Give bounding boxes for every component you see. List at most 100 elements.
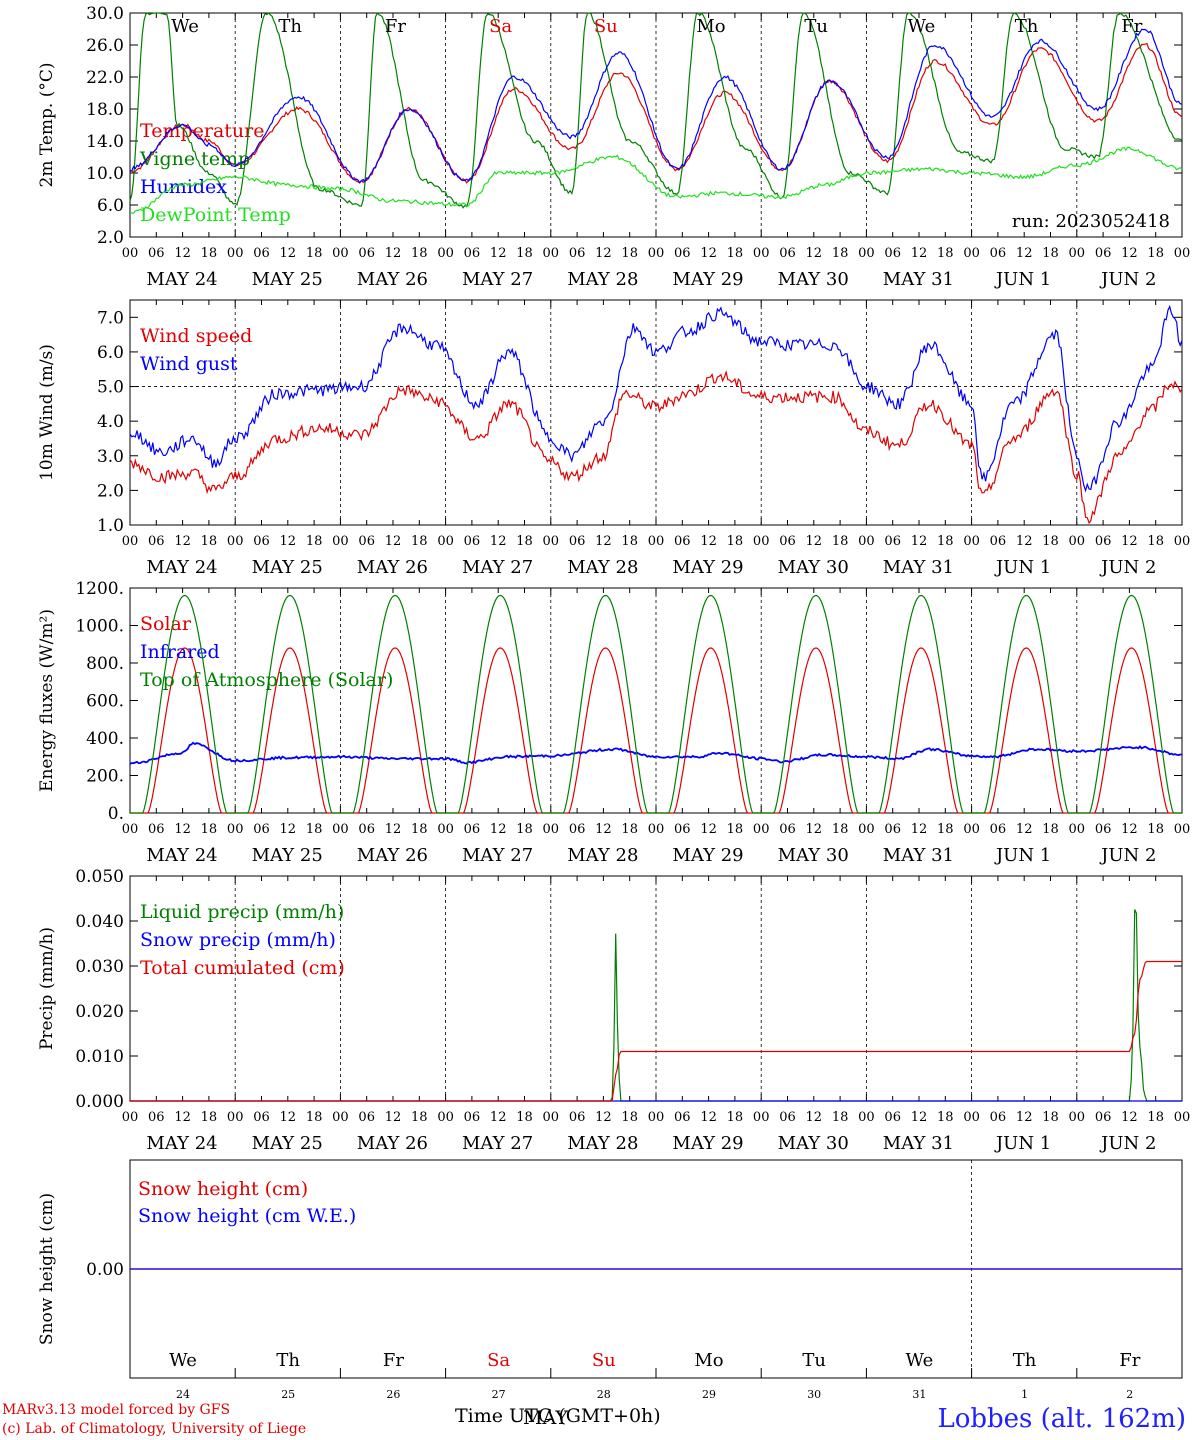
credit-model: MARv3.13 model forced by GFS [2, 1402, 231, 1418]
y-tick-label: 30.0 [86, 4, 124, 24]
date-label: MAY 31 [883, 557, 954, 578]
hour-tick-label: 00 [122, 534, 139, 549]
date-label: MAY 27 [462, 269, 533, 290]
hour-tick-label: 12 [280, 246, 297, 261]
hour-tick-label: 06 [779, 1110, 796, 1125]
hour-tick-label: 00 [543, 246, 560, 261]
hour-tick-label: 18 [1147, 822, 1164, 837]
hour-tick-label: 12 [490, 246, 507, 261]
hour-tick-label: 00 [648, 246, 665, 261]
hour-tick-label: 06 [148, 246, 165, 261]
hour-tick-label: 00 [753, 246, 770, 261]
hour-tick-label: 18 [411, 1110, 428, 1125]
day-number-label: 2 [1126, 1388, 1133, 1401]
y-tick-label: 600. [86, 692, 124, 712]
hour-tick-label: 18 [411, 534, 428, 549]
hour-tick-label: 18 [306, 1110, 323, 1125]
date-label: JUN 1 [994, 557, 1051, 578]
series-line-infrared [129, 741, 1182, 765]
date-label: MAY 30 [778, 269, 849, 290]
hour-tick-label: 18 [516, 246, 533, 261]
y-tick-label: 0.010 [75, 1047, 124, 1067]
y-tick-label: 14.0 [86, 132, 124, 152]
hour-tick-label: 00 [437, 246, 454, 261]
y-tick-label: 0. [108, 804, 124, 824]
y-tick-label: 6.0 [97, 343, 124, 363]
hour-tick-label: 06 [464, 246, 481, 261]
date-label: MAY 31 [883, 269, 954, 290]
hour-tick-label: 00 [122, 822, 139, 837]
series-line-wind-gust [129, 304, 1183, 493]
panel-frame-2 [129, 587, 1183, 814]
y-tick-label: 800. [86, 654, 124, 674]
hour-tick-label: 12 [911, 822, 928, 837]
hour-tick-label: 18 [832, 822, 849, 837]
hour-tick-label: 18 [937, 1110, 954, 1125]
hour-tick-label: 18 [937, 246, 954, 261]
month-overlay: MAY [523, 1407, 568, 1429]
hour-tick-label: 00 [963, 534, 980, 549]
series-line-top-of-atmosphere-solar- [130, 594, 1182, 814]
hour-tick-label: 00 [1174, 246, 1191, 261]
weekday-label: Th [1015, 16, 1039, 37]
series-line-total-cumulated-cm- [130, 960, 1182, 1102]
weekday-label: Su [592, 1350, 616, 1371]
hour-tick-label: 00 [543, 1110, 560, 1125]
weekday-label: Tu [804, 16, 828, 37]
credit-lab: (c) Lab. of Climatology, University of L… [2, 1421, 307, 1437]
legend-entry: Vigne temp [139, 148, 250, 170]
y-tick-label: 0.000 [75, 1092, 124, 1112]
hour-tick-label: 12 [490, 1110, 507, 1125]
y-tick-label: 2.0 [97, 481, 124, 501]
hour-tick-label: 00 [332, 1110, 349, 1125]
hour-tick-label: 06 [464, 1110, 481, 1125]
hour-tick-label: 12 [385, 822, 402, 837]
hour-tick-label: 12 [1121, 534, 1138, 549]
hour-tick-label: 18 [727, 246, 744, 261]
y-tick-label: 18.0 [86, 100, 124, 120]
hour-tick-label: 12 [174, 1110, 191, 1125]
y-tick-label: 5.0 [97, 378, 124, 398]
hour-tick-label: 00 [1174, 822, 1191, 837]
hour-tick-label: 00 [1069, 822, 1086, 837]
hour-tick-label: 06 [990, 534, 1007, 549]
y-axis-label: Energy fluxes (W/m²) [37, 609, 57, 792]
y-tick-label: 200. [86, 767, 124, 787]
hour-tick-label: 00 [332, 246, 349, 261]
hour-tick-label: 06 [779, 534, 796, 549]
date-label: MAY 31 [883, 845, 954, 866]
hour-tick-label: 12 [911, 534, 928, 549]
legend-entry: Wind speed [140, 325, 252, 347]
hour-tick-label: 00 [227, 246, 244, 261]
hour-tick-label: 18 [621, 822, 638, 837]
day-number-label: 29 [702, 1388, 716, 1401]
date-label: JUN 2 [1099, 269, 1156, 290]
date-label: JUN 2 [1099, 845, 1156, 866]
hour-tick-label: 12 [595, 246, 612, 261]
hour-tick-label: 12 [911, 246, 928, 261]
date-label: MAY 27 [462, 557, 533, 578]
hour-tick-label: 12 [385, 534, 402, 549]
legend-entry: Solar [140, 613, 192, 635]
hour-tick-label: 00 [648, 534, 665, 549]
hour-tick-label: 06 [358, 1110, 375, 1125]
date-label: MAY 26 [357, 845, 428, 866]
hour-tick-label: 00 [963, 246, 980, 261]
hour-tick-label: 12 [280, 822, 297, 837]
hour-tick-label: 12 [385, 1110, 402, 1125]
hour-tick-label: 06 [779, 822, 796, 837]
date-label: MAY 29 [672, 557, 743, 578]
legend-entry: Snow precip (mm/h) [140, 929, 336, 951]
hour-tick-label: 12 [1121, 822, 1138, 837]
weekday-label: We [906, 1350, 934, 1371]
y-tick-label: 1.0 [97, 516, 124, 536]
hour-tick-label: 12 [806, 246, 823, 261]
series-line-humidex [129, 28, 1183, 184]
hour-tick-label: 00 [1069, 534, 1086, 549]
weekday-label: We [169, 1350, 197, 1371]
hour-tick-label: 00 [858, 246, 875, 261]
hour-tick-label: 06 [674, 246, 691, 261]
hour-tick-label: 18 [1147, 246, 1164, 261]
weekday-label: Th [278, 16, 302, 37]
hour-tick-label: 00 [753, 1110, 770, 1125]
